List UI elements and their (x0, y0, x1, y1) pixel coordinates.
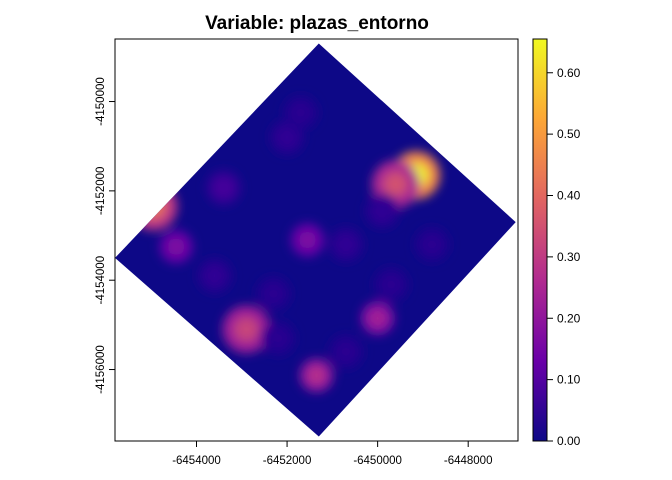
heatmap-spot-core (292, 104, 310, 122)
heatmap-spot-core (264, 285, 282, 303)
colorbar-tick-label: 0.40 (557, 189, 581, 203)
colorbar-tick-label: 0.60 (557, 66, 581, 80)
heatmap-spot-core (383, 172, 408, 197)
heatmap-spot-core (298, 231, 316, 249)
heatmap-spot-core (382, 276, 400, 294)
heatmap-spot-core (337, 235, 355, 253)
heatmap-spot-core (167, 238, 185, 256)
heatmap-spot (129, 182, 178, 231)
x-axis: -6454000 -6452000 -6450000 -6448000 (172, 441, 492, 467)
heatmap-spot-core (206, 267, 224, 285)
chart-title: Variable: plazas_entorno (205, 13, 429, 34)
plot-frame (114, 38, 519, 442)
colorbar-tick-label: 0.20 (557, 311, 581, 325)
y-tick-label: -4156000 (95, 345, 107, 394)
colorbar-tick-label: 0.00 (557, 434, 581, 448)
heatmap-spot-core (337, 343, 355, 361)
hotspot-layer (129, 62, 468, 393)
heatmap-spot-core (141, 194, 166, 219)
y-tick-label: -4154000 (95, 256, 107, 305)
heatmap-spot (433, 111, 468, 146)
x-tick-label: -6448000 (444, 455, 493, 467)
x-tick-label: -6452000 (263, 455, 312, 467)
heatmap-spot-core (237, 70, 255, 88)
x-tick-label: -6450000 (353, 455, 402, 467)
y-tick-label: -4152000 (95, 167, 107, 216)
heatmap-spot-core (373, 202, 391, 220)
y-axis: -4150000 -4152000 -4154000 -4156000 (95, 77, 115, 394)
heatmap-spot-core (269, 329, 287, 347)
heatmap-spot-core (441, 119, 459, 137)
heatmap-spot-core (234, 317, 259, 342)
heatmap-spot-core (278, 128, 296, 146)
colorbar-tick-label: 0.10 (557, 373, 581, 387)
heatmap-spot-core (215, 179, 233, 197)
y-tick-label: -4150000 (95, 77, 107, 126)
heatmap-spot (229, 62, 264, 97)
heatmap-spot-core (423, 235, 441, 253)
heatmap-spot-core (308, 366, 325, 384)
colorbar-tick-label: 0.50 (557, 127, 581, 141)
colorbar: 0.00 0.10 0.20 0.30 0.40 0.50 0.60 (532, 38, 581, 448)
colorbar-bar (533, 39, 547, 441)
colorbar-frame (532, 38, 548, 442)
colorbar-tick-label: 0.30 (557, 250, 581, 264)
colorbar-ticks: 0.00 0.10 0.20 0.30 0.40 0.50 0.60 (547, 66, 581, 448)
heatmap-raster (115, 43, 516, 437)
x-tick-label: -6454000 (172, 455, 221, 467)
heatmap-spot-core (369, 309, 387, 327)
